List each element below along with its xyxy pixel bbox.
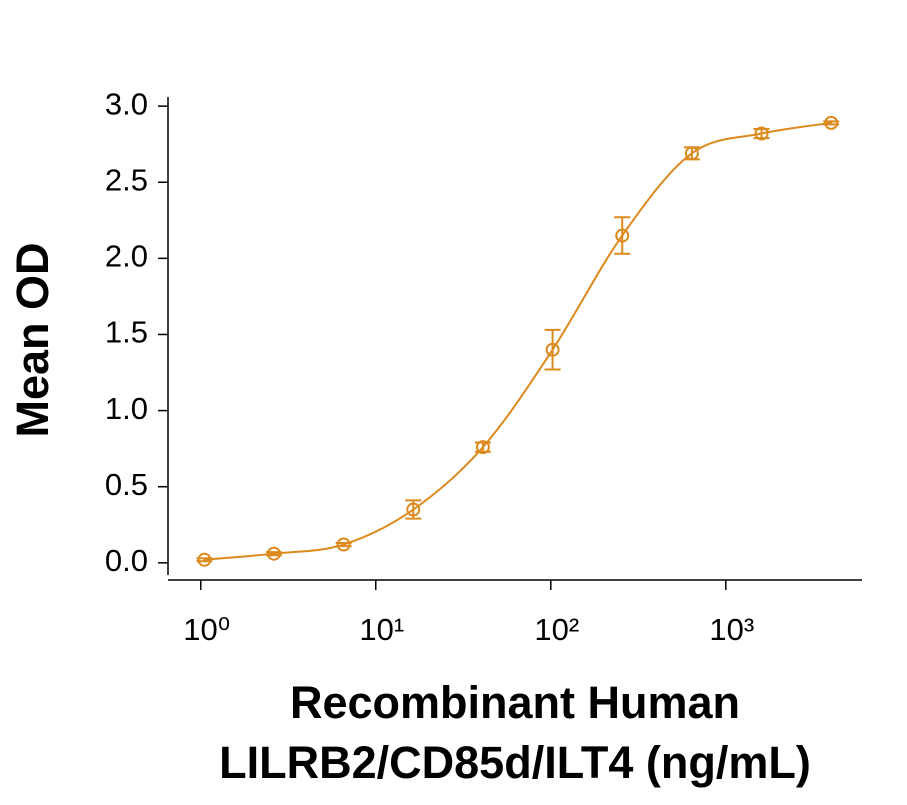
y-tick-label: 3.0 [105, 86, 148, 121]
data-point [684, 146, 699, 161]
error-bar [474, 441, 491, 453]
data-point [266, 546, 281, 561]
error-bar [753, 127, 770, 140]
x-axis-label: LILRB2/CD85d/ILT4 (ng/mL) [219, 737, 811, 788]
data-point [336, 537, 351, 552]
y-tick-label: 2.0 [105, 239, 148, 274]
x-tick-label: 10³ [709, 612, 754, 647]
data-point [754, 126, 769, 141]
error-bar [544, 328, 561, 371]
y-tick-label: 0.5 [105, 467, 148, 502]
y-tick-label: 2.5 [105, 162, 148, 197]
x-tick-label: 10⁰ [183, 612, 230, 647]
y-tick-label: 1.5 [105, 315, 148, 350]
x-axis-label: Recombinant Human [290, 677, 740, 728]
y-tick-label: 0.0 [105, 543, 148, 578]
error-bar [614, 216, 631, 255]
data-point [824, 115, 839, 130]
y-tick-label: 1.0 [105, 391, 148, 426]
y-axis-label: Mean OD [7, 242, 58, 437]
data-point [545, 342, 560, 357]
data-point [475, 440, 490, 455]
x-tick-label: 10¹ [359, 612, 404, 647]
data-point [615, 228, 630, 243]
data-point [406, 502, 421, 517]
data-point [197, 552, 212, 567]
fit-curve [204, 121, 832, 561]
x-tick-label: 10² [534, 612, 579, 647]
